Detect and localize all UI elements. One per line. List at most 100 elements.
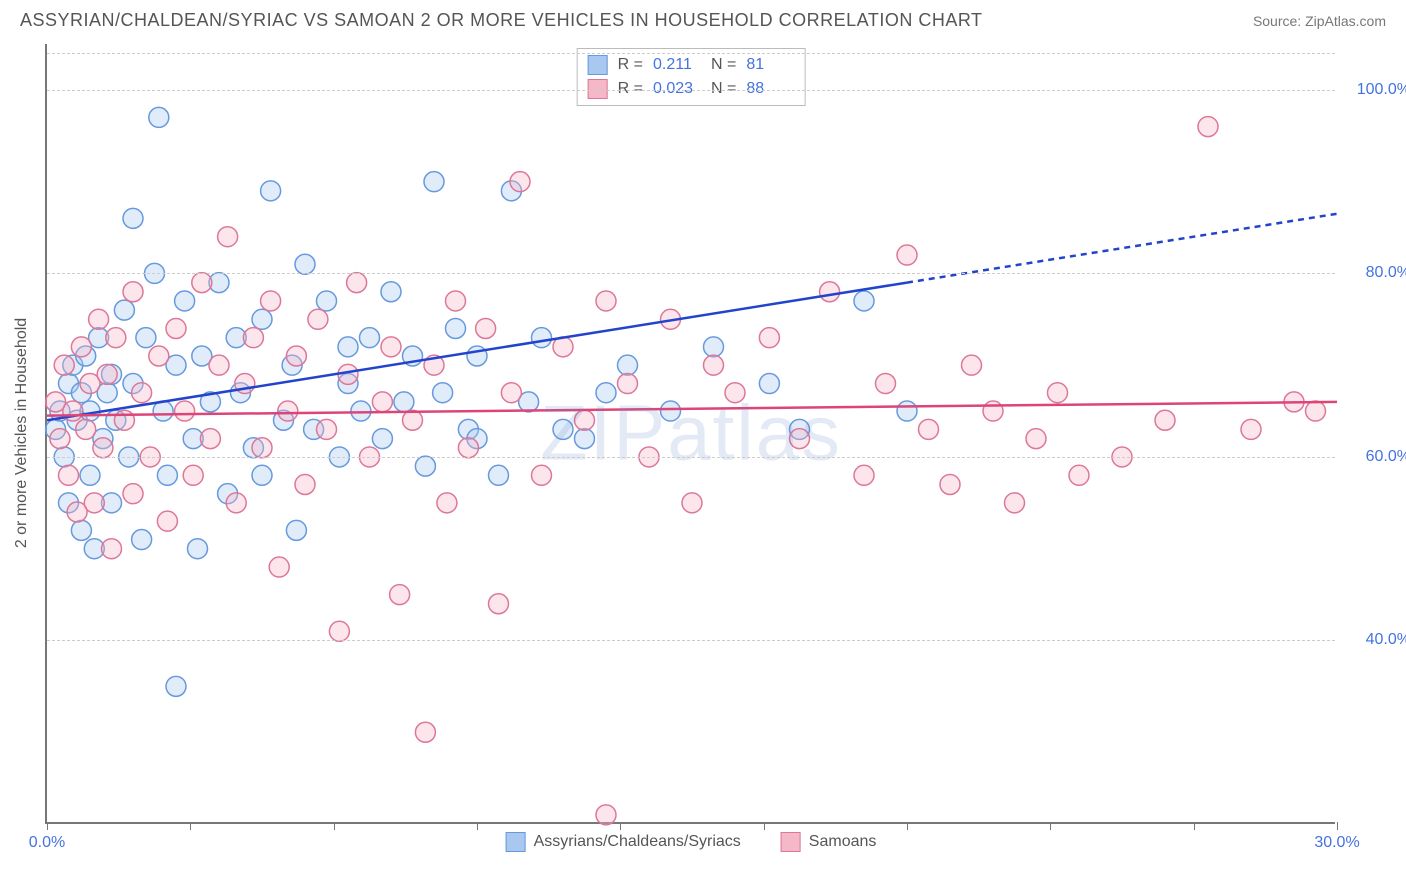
- data-point: [153, 401, 173, 421]
- data-point: [71, 520, 91, 540]
- stat-n-label: N =: [711, 56, 736, 74]
- data-point: [157, 511, 177, 531]
- data-point: [467, 346, 487, 366]
- data-point: [820, 282, 840, 302]
- data-point: [940, 474, 960, 494]
- data-point: [501, 383, 521, 403]
- data-point: [790, 429, 810, 449]
- data-point: [295, 254, 315, 274]
- gridline: [47, 640, 1335, 641]
- legend-item: Samoans: [781, 832, 877, 852]
- data-point: [854, 291, 874, 311]
- source-label: Source: ZipAtlas.com: [1253, 13, 1386, 29]
- legend-swatch: [781, 832, 801, 852]
- data-point: [360, 328, 380, 348]
- data-point: [1198, 117, 1218, 137]
- data-point: [175, 401, 195, 421]
- data-point: [372, 392, 392, 412]
- data-point: [1069, 465, 1089, 485]
- legend-item: Assyrians/Chaldeans/Syriacs: [506, 832, 741, 852]
- data-point: [661, 401, 681, 421]
- data-point: [132, 383, 152, 403]
- data-point: [226, 493, 246, 513]
- data-point: [261, 291, 281, 311]
- data-point: [338, 337, 358, 357]
- x-tick: [1337, 822, 1338, 830]
- x-tick: [764, 822, 765, 830]
- data-point: [983, 401, 1003, 421]
- data-point: [553, 419, 573, 439]
- data-point: [394, 392, 414, 412]
- data-point: [80, 465, 100, 485]
- x-tick-label: 30.0%: [1314, 834, 1359, 852]
- data-point: [252, 309, 272, 329]
- data-point: [54, 355, 74, 375]
- scatter-svg: [47, 44, 1335, 822]
- data-point: [166, 676, 186, 696]
- data-point: [50, 429, 70, 449]
- data-point: [489, 465, 509, 485]
- gridline: [47, 90, 1335, 91]
- y-axis-label: 2 or more Vehicles in Household: [13, 318, 31, 548]
- data-point: [403, 410, 423, 430]
- data-point: [317, 419, 337, 439]
- data-point: [897, 401, 917, 421]
- data-point: [424, 172, 444, 192]
- gridline: [47, 273, 1335, 274]
- data-point: [704, 337, 724, 357]
- data-point: [97, 364, 117, 384]
- data-point: [372, 429, 392, 449]
- y-tick-label: 60.0%: [1341, 448, 1406, 466]
- data-point: [149, 107, 169, 127]
- gridline: [47, 53, 1335, 54]
- data-point: [489, 594, 509, 614]
- chart-title: ASSYRIAN/CHALDEAN/SYRIAC VS SAMOAN 2 OR …: [20, 10, 983, 31]
- data-point: [596, 291, 616, 311]
- data-point: [200, 429, 220, 449]
- stat-r-label: R =: [618, 56, 643, 74]
- data-point: [286, 346, 306, 366]
- data-point: [218, 227, 238, 247]
- chart-container: 2 or more Vehicles in Household ZIPatlas…: [45, 44, 1335, 824]
- data-point: [157, 465, 177, 485]
- data-point: [252, 465, 272, 485]
- y-tick-label: 100.0%: [1341, 81, 1406, 99]
- data-point: [575, 429, 595, 449]
- data-point: [308, 309, 328, 329]
- data-point: [415, 722, 435, 742]
- data-point: [962, 355, 982, 375]
- data-point: [84, 493, 104, 513]
- data-point: [114, 300, 134, 320]
- data-point: [1155, 410, 1175, 430]
- data-point: [510, 172, 530, 192]
- data-point: [243, 328, 263, 348]
- data-point: [458, 438, 478, 458]
- x-tick: [907, 822, 908, 830]
- stat-r-value: 0.211: [653, 56, 701, 74]
- data-point: [209, 355, 229, 375]
- data-point: [381, 337, 401, 357]
- data-point: [76, 419, 96, 439]
- data-point: [106, 328, 126, 348]
- trend-line: [47, 402, 1337, 416]
- data-point: [175, 291, 195, 311]
- stat-n-value: 81: [746, 56, 794, 74]
- data-point: [123, 282, 143, 302]
- data-point: [381, 282, 401, 302]
- data-point: [415, 456, 435, 476]
- data-point: [433, 383, 453, 403]
- x-tick: [477, 822, 478, 830]
- data-point: [1306, 401, 1326, 421]
- data-point: [89, 309, 109, 329]
- stats-row: R = 0.211 N = 81: [588, 53, 795, 77]
- data-point: [876, 374, 896, 394]
- data-point: [102, 539, 122, 559]
- data-point: [329, 621, 349, 641]
- data-point: [183, 465, 203, 485]
- data-point: [188, 539, 208, 559]
- data-point: [261, 181, 281, 201]
- data-point: [114, 410, 134, 430]
- gridline: [47, 457, 1335, 458]
- legend-swatch: [588, 55, 608, 75]
- data-point: [1241, 419, 1261, 439]
